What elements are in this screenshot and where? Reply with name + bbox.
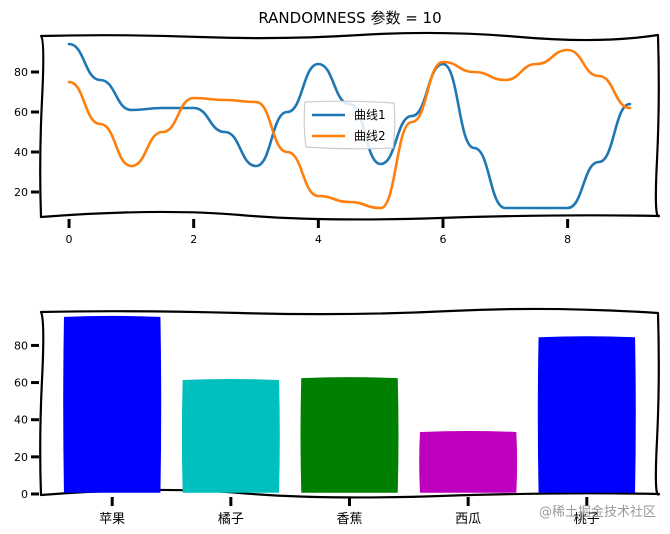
bar-category-label: 香蕉 — [336, 512, 362, 527]
line-x-tick-label: 6 — [439, 233, 446, 246]
line-chart: 0 2 4 6 8 20 40 60 80 曲线1 曲线2 — [14, 31, 661, 246]
bar-3 — [300, 377, 399, 493]
bar-y-tick-label: 40 — [14, 414, 28, 427]
bar-chart-bars — [63, 315, 636, 493]
bar-chart-x-ticks: 苹果 橘子 香蕉 西瓜 桃子 — [99, 497, 600, 527]
bar-5 — [537, 336, 636, 493]
bar-chart: 0 20 40 60 80 苹果 橘子 香蕉 西瓜 桃子 — [14, 307, 661, 527]
legend-label-1: 曲线1 — [354, 108, 386, 122]
bar-1 — [63, 315, 162, 493]
bar-4 — [419, 430, 518, 493]
line-chart-frame — [39, 31, 661, 221]
bar-category-label: 西瓜 — [455, 512, 481, 527]
line-y-tick-label: 20 — [14, 186, 28, 199]
bar-y-tick-label: 0 — [21, 488, 28, 501]
legend-label-2: 曲线2 — [354, 129, 386, 143]
line-x-tick-label: 2 — [190, 233, 197, 246]
bar-chart-y-ticks: 0 20 40 60 80 — [14, 339, 39, 501]
bar-y-tick-label: 80 — [14, 339, 28, 352]
line-y-tick-label: 40 — [14, 146, 28, 159]
line-y-tick-label: 60 — [14, 106, 28, 119]
line-chart-y-ticks: 20 40 60 80 — [14, 66, 39, 199]
series-line-2 — [67, 48, 632, 210]
watermark: @稀土掘金技术社区 — [539, 504, 656, 520]
bar-category-label: 橘子 — [218, 511, 244, 527]
bar-y-tick-label: 60 — [14, 377, 28, 390]
line-chart-x-ticks: 0 2 4 6 8 — [66, 219, 571, 246]
line-x-tick-label: 0 — [66, 233, 73, 246]
bar-chart-frame — [39, 307, 661, 499]
bar-category-label: 桃子 — [574, 512, 600, 527]
bar-category-label: 苹果 — [99, 512, 125, 527]
line-chart-title: RANDOMNESS 参数 = 10 — [258, 9, 441, 27]
legend: 曲线1 曲线2 — [303, 100, 396, 150]
bar-y-tick-label: 20 — [14, 451, 28, 464]
line-x-tick-label: 8 — [564, 233, 571, 246]
line-y-tick-label: 80 — [14, 66, 28, 79]
line-x-tick-label: 4 — [315, 233, 322, 246]
bar-2 — [181, 378, 280, 493]
